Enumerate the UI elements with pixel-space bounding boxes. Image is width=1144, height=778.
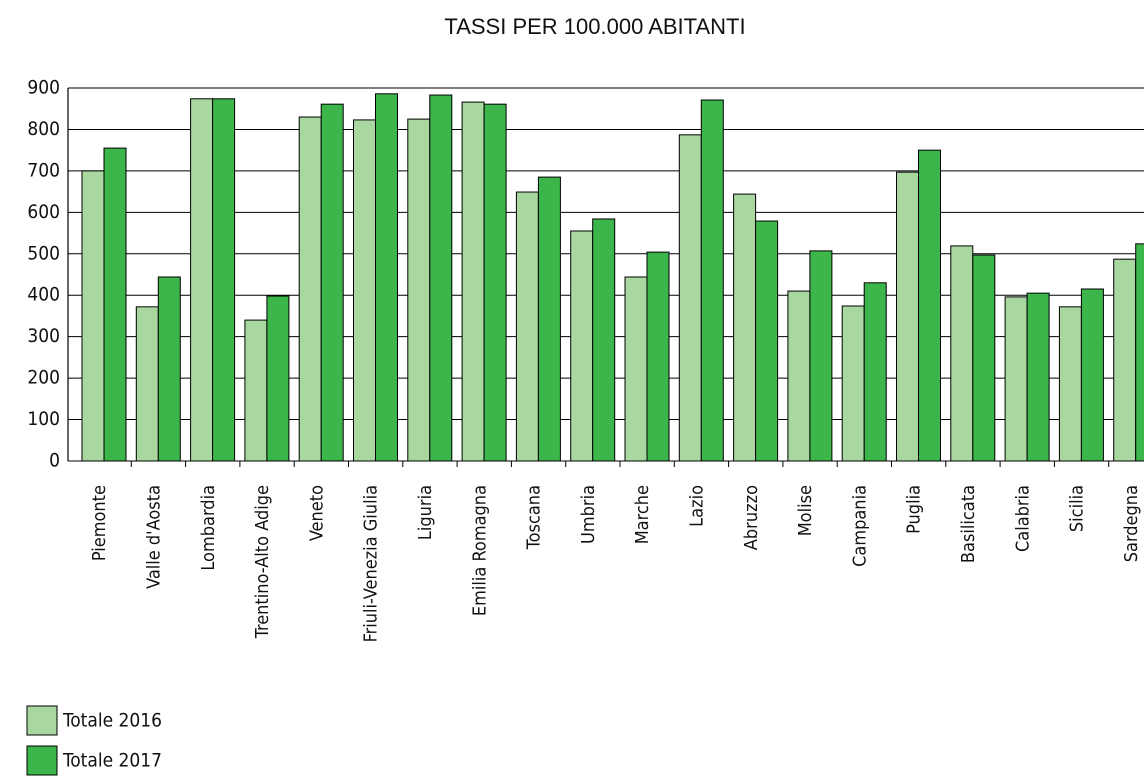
x-tick-label: Basilicata (958, 485, 979, 563)
bar (375, 93, 398, 462)
x-tick-label: Liguria (415, 485, 436, 540)
bar (700, 99, 724, 462)
bar (950, 245, 974, 462)
bar (972, 254, 996, 462)
bar (678, 134, 702, 462)
bar (157, 276, 181, 462)
x-tick-label: Emilia Romagna (469, 485, 490, 616)
y-tick-label: 800 (27, 118, 60, 140)
x-tick-label: Abruzzo (741, 485, 762, 550)
x-tick-label: Molise (795, 485, 816, 536)
y-tick-label: 0 (49, 450, 60, 472)
y-tick-label: 200 (27, 367, 60, 389)
y-tick-label: 600 (27, 201, 60, 223)
legend-label: Totale 2017 (62, 750, 162, 772)
x-tick-label: Lombardia (198, 485, 219, 571)
x-tick-label: Veneto (306, 485, 327, 541)
y-tick-label: 100 (27, 408, 60, 430)
bar (1113, 258, 1137, 462)
bar (537, 176, 561, 462)
y-tick-label: 300 (27, 325, 60, 347)
bar (646, 251, 670, 462)
chart-title: TASSI PER 100.000 ABITANTI (444, 14, 745, 39)
x-tick-label: Friuli-Venezia Giulia (361, 485, 382, 642)
x-tick-label: Valle d'Aosta (143, 485, 164, 589)
bar (863, 282, 887, 462)
legend-label: Totale 2016 (62, 710, 162, 732)
x-tick-label: Puglia (904, 485, 925, 534)
y-tick-label: 500 (27, 242, 60, 264)
bar (320, 103, 344, 462)
x-tick-label: Marche (632, 485, 653, 544)
bar (298, 116, 322, 462)
bar (755, 220, 779, 462)
y-tick-label: 700 (27, 159, 60, 181)
bar (429, 94, 453, 462)
x-tick-label: Trentino-Alto Adige (252, 485, 273, 639)
x-tick-label: Lazio (686, 485, 707, 527)
x-tick-label: Sardegna (1121, 485, 1142, 562)
bar (592, 218, 616, 462)
bar (244, 319, 268, 462)
bar (1004, 296, 1028, 462)
y-tick-label: 900 (27, 77, 60, 99)
bar (81, 170, 105, 462)
bar (1058, 306, 1082, 462)
x-tick-label: Sicilia (1067, 485, 1088, 532)
bar (461, 101, 485, 462)
bar (135, 306, 159, 462)
bar (190, 98, 214, 462)
bar (515, 191, 539, 462)
bar (1026, 292, 1050, 462)
bar (624, 276, 648, 462)
bar (212, 98, 236, 462)
bar (841, 305, 865, 462)
bar (918, 149, 941, 462)
legend-swatch (26, 745, 58, 776)
bar (896, 171, 919, 462)
y-tick-label: 400 (27, 284, 60, 306)
x-tick-label: Toscana (524, 485, 545, 550)
bar (353, 119, 376, 462)
x-tick-label: Calabria (1012, 485, 1033, 552)
bar (1135, 243, 1144, 462)
bar (407, 118, 431, 462)
bar (103, 147, 127, 462)
x-tick-label: Piemonte (89, 485, 110, 561)
legend-swatch (26, 705, 58, 736)
x-tick-label: Campania (849, 485, 870, 567)
bar (1080, 288, 1104, 462)
bar (483, 103, 507, 462)
x-tick-label: Umbria (578, 485, 599, 544)
bar (570, 230, 594, 462)
bar (733, 193, 757, 462)
bar (787, 290, 811, 462)
bar (266, 295, 290, 462)
bar (809, 250, 833, 462)
